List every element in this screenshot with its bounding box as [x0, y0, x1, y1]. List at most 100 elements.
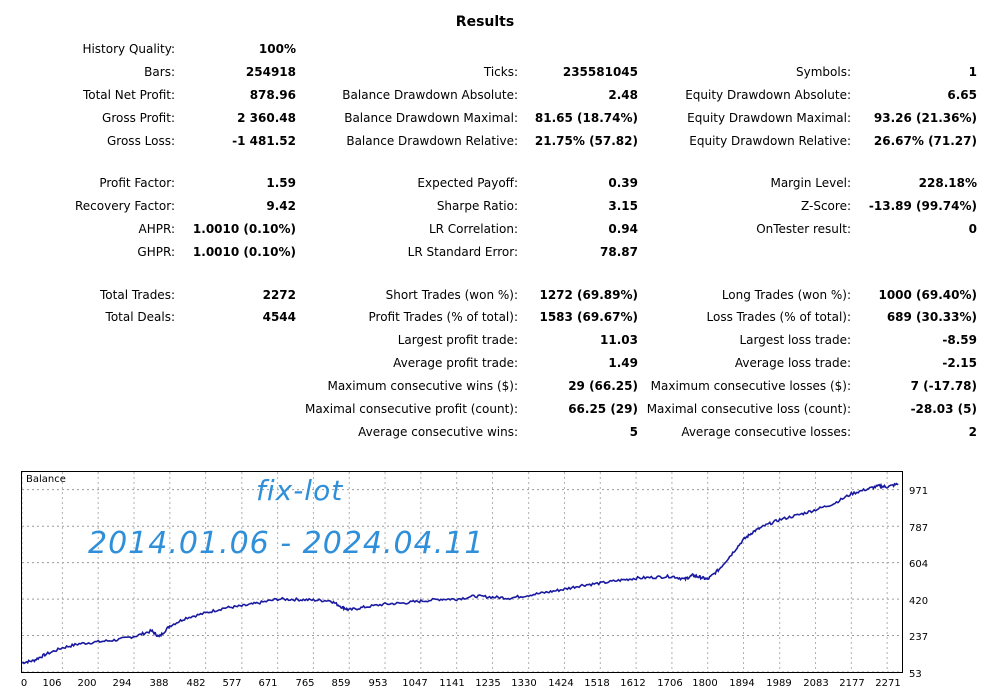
stat-label: Loss Trades (% of total): [706, 310, 852, 324]
stat-label: Recovery Factor: [74, 199, 175, 213]
stat-value: 254918 [245, 65, 296, 79]
x-tick-label: 953 [368, 678, 388, 689]
stat-label: Balance Drawdown Maximal: [344, 111, 518, 125]
stat-value: 0 [968, 222, 977, 236]
stat-label: Total Trades: [100, 288, 175, 302]
stat-label: Maximum consecutive losses ($): [650, 379, 851, 393]
x-tick-label: 577 [222, 678, 242, 689]
x-tick-label: 1894 [729, 678, 755, 689]
y-tick-label: 237 [909, 632, 929, 643]
x-tick-label: 1612 [620, 678, 646, 689]
x-tick-label: 2271 [875, 678, 901, 689]
stat-label: Sharpe Ratio: [436, 199, 518, 213]
stat-label: Maximal consecutive loss (count): [646, 402, 851, 416]
stat-value: -8.59 [942, 333, 977, 347]
stat-label: Maximal consecutive profit (count): [304, 402, 518, 416]
stat-value: 1.0010 (0.10%) [192, 245, 296, 259]
x-tick-label: 1424 [548, 678, 574, 689]
x-tick-label: 2083 [803, 678, 829, 689]
x-tick-label: 671 [258, 678, 278, 689]
balance-chart: Balance [21, 471, 903, 673]
stat-value: 1000 (69.40%) [878, 288, 977, 302]
stat-label: Average loss trade: [734, 356, 851, 370]
stat-value: 29 (66.25) [568, 379, 638, 393]
stat-value: -1 481.52 [232, 134, 296, 148]
stat-value: 66.25 (29) [568, 402, 638, 416]
balance-line [22, 482, 899, 665]
stat-value: 1 [968, 65, 977, 79]
stat-label: Bars: [144, 65, 175, 79]
stat-label: Ticks: [483, 65, 518, 79]
stat-label: LR Standard Error: [407, 245, 518, 259]
stat-label: Profit Trades (% of total): [368, 310, 518, 324]
stat-value: -2.15 [942, 356, 977, 370]
stat-label: Total Deals: [105, 310, 175, 324]
stat-value: 2 [968, 425, 977, 439]
stat-value: 81.65 (18.74%) [534, 111, 638, 125]
stat-label: Margin Level: [770, 176, 851, 190]
stat-label: Equity Drawdown Absolute: [685, 88, 851, 102]
stat-label: Maximum consecutive wins ($): [327, 379, 518, 393]
stat-label: Gross Profit: [102, 111, 175, 125]
stat-value: 78.87 [600, 245, 638, 259]
x-tick-label: 294 [112, 678, 132, 689]
stat-label: Equity Drawdown Maximal: [687, 111, 851, 125]
annotation-date-range: 2014.01.06 - 2024.04.11 [88, 526, 485, 561]
x-tick-label: 1518 [584, 678, 610, 689]
x-tick-label: 1989 [766, 678, 792, 689]
stat-label: Largest profit trade: [397, 333, 518, 347]
stat-value: 1.59 [266, 176, 296, 190]
x-tick-label: 1047 [402, 678, 428, 689]
stat-label: Z-Score: [801, 199, 851, 213]
stat-label: Total Net Profit: [82, 88, 175, 102]
stat-value: 11.03 [600, 333, 638, 347]
stat-value: 21.75% (57.82) [534, 134, 638, 148]
stat-label: Largest loss trade: [739, 333, 851, 347]
y-tick-label: 971 [909, 486, 929, 497]
x-tick-label: 1800 [692, 678, 718, 689]
stat-label: Average consecutive losses: [681, 425, 851, 439]
results-title: Results [455, 14, 515, 30]
y-tick-label: 604 [909, 559, 929, 570]
annotation-fix-lot: fix-lot [256, 474, 344, 507]
stat-label: History Quality: [82, 42, 175, 56]
stat-value: -28.03 (5) [910, 402, 977, 416]
stat-label: Average profit trade: [393, 356, 518, 370]
stat-label: Average consecutive wins: [358, 425, 518, 439]
stat-label: GHPR: [137, 245, 175, 259]
stat-value: 235581045 [562, 65, 638, 79]
stat-value: 228.18% [918, 176, 977, 190]
stat-value: 9.42 [266, 199, 296, 213]
stat-label: OnTester result: [756, 222, 851, 236]
stat-value: 1583 (69.67%) [539, 310, 638, 324]
stat-value: 1272 (69.89%) [539, 288, 638, 302]
stat-label: Symbols: [796, 65, 851, 79]
balance-chart-plot [22, 472, 902, 672]
stat-label: Balance Drawdown Absolute: [342, 88, 518, 102]
x-tick-label: 1330 [511, 678, 537, 689]
stat-value: 2272 [262, 288, 296, 302]
stat-label: AHPR: [138, 222, 175, 236]
x-tick-label: 859 [331, 678, 351, 689]
stat-value: -13.89 (99.74%) [868, 199, 977, 213]
stat-label: Profit Factor: [99, 176, 175, 190]
x-tick-label: 482 [186, 678, 206, 689]
x-tick-label: 1235 [475, 678, 501, 689]
stat-label: LR Correlation: [428, 222, 518, 236]
x-tick-label: 1141 [439, 678, 465, 689]
stat-value: 689 (30.33%) [886, 310, 977, 324]
stat-value: 1.0010 (0.10%) [192, 222, 296, 236]
x-tick-label: 765 [295, 678, 315, 689]
stat-value: 2 360.48 [237, 111, 296, 125]
chart-title: Balance [26, 474, 66, 485]
stat-value: 7 (-17.78) [910, 379, 977, 393]
stat-value: 878.96 [249, 88, 296, 102]
y-tick-label: 420 [909, 596, 929, 607]
stat-value: 5 [629, 425, 638, 439]
stat-label: Expected Payoff: [417, 176, 518, 190]
stat-value: 100% [258, 42, 296, 56]
x-tick-label: 388 [149, 678, 169, 689]
y-tick-label: 787 [909, 523, 929, 534]
x-tick-label: 2177 [839, 678, 865, 689]
x-tick-label: 0 [20, 678, 28, 689]
